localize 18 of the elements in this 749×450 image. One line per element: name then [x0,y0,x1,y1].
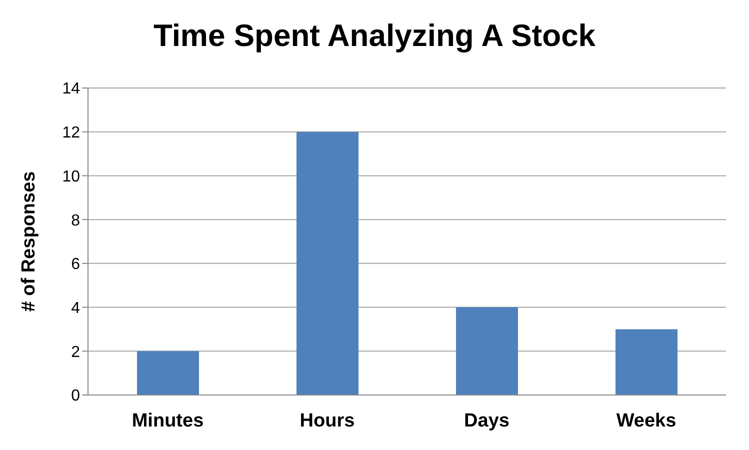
y-tick-label: 10 [62,168,80,186]
bar [296,132,358,395]
x-tick-label: Hours [300,410,355,432]
bar [137,351,199,395]
chart-title: Time Spent Analyzing A Stock [152,18,597,54]
y-tick-label: 0 [71,388,80,405]
y-tick-label: 12 [62,124,80,142]
y-tick-label: 2 [71,344,80,361]
y-axis-title: # of Responses [18,171,40,312]
x-tick-label: Weeks [616,410,676,432]
y-tick-label: 6 [71,256,80,274]
y-tick-label: 8 [71,212,80,230]
y-tick-label: 14 [62,80,80,98]
bar [616,329,678,395]
x-tick-label: Minutes [132,410,204,432]
x-tick-label: Days [464,410,510,432]
y-tick-label: 4 [71,300,80,317]
bar [456,307,518,395]
